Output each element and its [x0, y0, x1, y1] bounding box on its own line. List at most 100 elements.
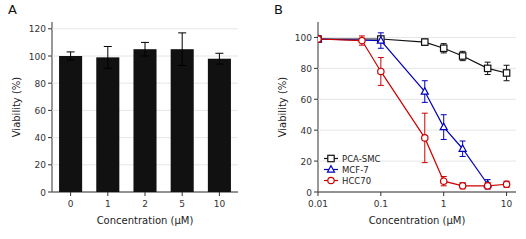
error-cap: [359, 45, 365, 46]
x-tick: [318, 192, 319, 196]
error-cap: [441, 185, 447, 186]
error-cap: [104, 46, 112, 47]
point: [503, 70, 509, 76]
y-tick-label: 60: [35, 106, 47, 116]
error-cap: [359, 35, 365, 36]
y-tick: [314, 68, 318, 69]
error-cap: [441, 114, 447, 115]
error-bar: [485, 180, 491, 189]
y-tick: [48, 56, 52, 57]
point: [422, 135, 428, 141]
error-bar: [318, 36, 321, 42]
error-cap: [67, 51, 75, 52]
bar: [96, 57, 119, 192]
grid-line: [318, 37, 516, 38]
panel: 020406080100120Viability (%)Concentratio…: [8, 2, 238, 226]
x-tick-label: 1: [105, 199, 111, 209]
y-tick-label: 80: [301, 64, 313, 74]
x-tick: [182, 192, 183, 196]
y-tick: [48, 28, 52, 29]
error-cap: [141, 42, 149, 43]
x-tick-label: 2: [142, 199, 148, 209]
error-bar: [441, 115, 447, 140]
error-bar: [460, 141, 466, 156]
point: [318, 36, 321, 42]
error-stem: [145, 42, 146, 56]
point: [318, 36, 321, 42]
x-axis-line: [318, 192, 516, 193]
point: [503, 181, 509, 187]
y-axis-line: [318, 22, 319, 192]
error-cap: [178, 65, 186, 66]
y-tick: [48, 83, 52, 84]
x-tick-label: 1: [441, 199, 447, 209]
series: [318, 33, 491, 189]
error-bar: [441, 177, 447, 186]
point: [459, 53, 465, 59]
y-tick-label: 100: [295, 33, 312, 43]
y-tick-label: 60: [301, 95, 313, 105]
y-tick: [48, 164, 52, 165]
x-tick: [380, 192, 381, 196]
error-cap: [178, 32, 186, 33]
x-tick-label: 0.1: [374, 199, 388, 209]
error-bar: [422, 39, 428, 45]
error-bar: [422, 113, 428, 162]
y-axis-label: Viability (%): [277, 77, 288, 138]
error-cap: [104, 68, 112, 69]
point: [441, 178, 447, 184]
error-cap: [485, 62, 491, 63]
error-cap: [378, 32, 384, 33]
error-cap: [422, 113, 428, 114]
y-tick: [48, 110, 52, 111]
error-cap: [504, 65, 510, 66]
legend-marker: [327, 166, 334, 172]
error-cap: [460, 141, 466, 142]
grid-line: [318, 192, 516, 193]
error-cap: [441, 43, 447, 44]
bar: [208, 59, 231, 192]
x-tick: [107, 192, 108, 196]
grid-line: [318, 130, 516, 131]
error-cap: [67, 60, 75, 61]
y-tick: [48, 137, 52, 138]
bar: [133, 49, 156, 192]
x-tick: [506, 192, 507, 196]
point: [484, 65, 490, 71]
error-cap: [422, 102, 428, 103]
panel: 020406080100Viability (%)Concentration (…: [274, 2, 516, 226]
series: [318, 36, 510, 81]
error-bar: [378, 58, 384, 86]
bars: [59, 33, 231, 192]
figure: 020406080100120Viability (%)Concentratio…: [0, 0, 526, 239]
error-cap: [460, 60, 466, 61]
error-stem: [107, 46, 108, 68]
error-cap: [422, 162, 428, 163]
series: [318, 36, 510, 189]
error-bar: [141, 42, 149, 56]
point: [378, 36, 384, 42]
panel-label: A: [8, 2, 17, 17]
error-bar: [485, 62, 491, 74]
y-axis-line: [52, 22, 53, 192]
series-group: [318, 33, 510, 189]
y-tick: [314, 130, 318, 131]
series-line: [318, 39, 488, 184]
y-axis-label: Viability (%): [11, 77, 22, 138]
legend-label: MCF-7: [342, 165, 369, 175]
panel-label: B: [274, 2, 283, 17]
error-cap: [441, 176, 447, 177]
y-tick: [314, 161, 318, 162]
error-bar: [422, 81, 428, 103]
error-bar: [104, 46, 112, 68]
error-cap: [215, 53, 223, 54]
error-bar: [378, 33, 384, 48]
y-tick-label: 40: [301, 126, 313, 136]
error-cap: [141, 56, 149, 57]
error-stem: [219, 53, 220, 64]
x-axis-label: Concentration (μM): [97, 215, 194, 226]
error-bar: [318, 36, 321, 42]
error-cap: [441, 52, 447, 53]
error-cap: [485, 74, 491, 75]
error-bar: [460, 183, 466, 189]
